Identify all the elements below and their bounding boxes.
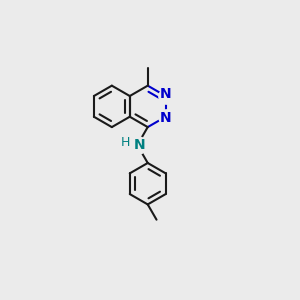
Text: N: N xyxy=(160,111,172,125)
Text: N: N xyxy=(160,87,172,101)
Text: H: H xyxy=(121,136,130,149)
Text: N: N xyxy=(134,138,146,152)
